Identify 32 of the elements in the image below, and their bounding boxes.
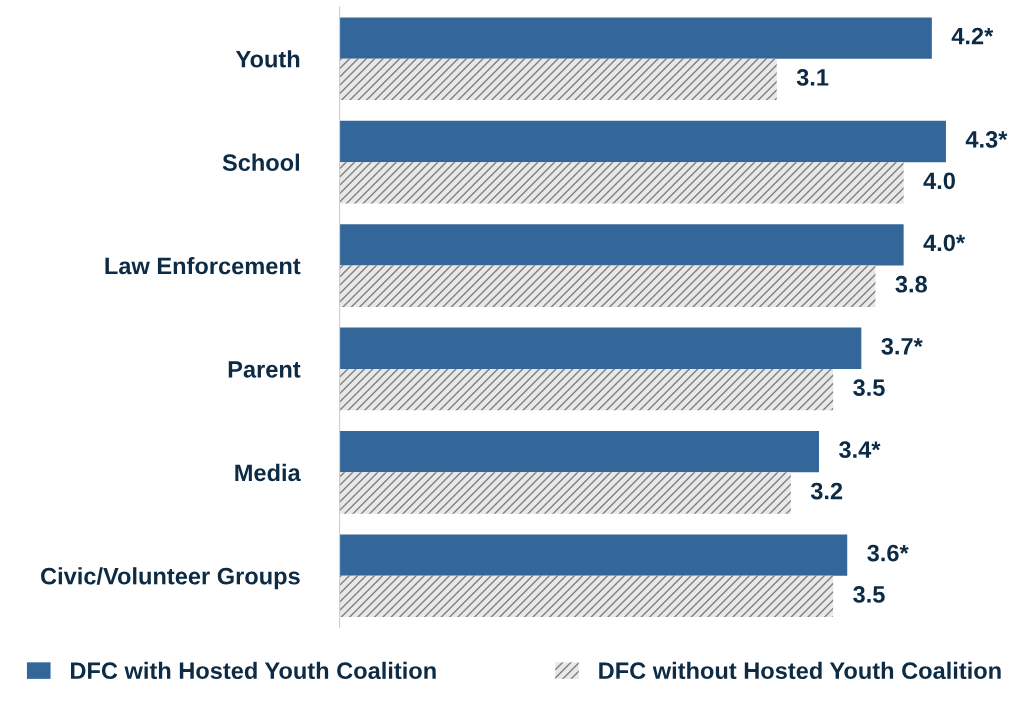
bar (339, 430, 820, 473)
data-label: 3.6* (867, 544, 909, 562)
legend-label: DFC without Hosted Youth Coalition (599, 661, 1001, 680)
bar (339, 368, 834, 411)
bar (339, 58, 777, 101)
data-label: 4.0* (923, 234, 966, 252)
bar (339, 120, 946, 163)
legend-label: DFC with Hosted Youth Coalition (71, 661, 436, 680)
bar (339, 575, 834, 618)
y-tick-label: Parent (228, 361, 301, 378)
bar (339, 472, 791, 514)
y-tick-label: Media (235, 463, 301, 482)
y-tick-label: Youth (235, 50, 300, 68)
y-tick-label: Law Enforcement (105, 256, 301, 275)
bar (339, 162, 904, 204)
bar (339, 17, 932, 59)
bar (339, 327, 862, 369)
data-label: 3.1 (796, 69, 829, 86)
data-label: 3.8 (895, 275, 927, 293)
data-label: 4.0 (923, 172, 955, 190)
y-tick-label: School (222, 153, 300, 171)
data-label: 3.2 (810, 482, 843, 500)
y-tick-label: Civic/Volunteer Groups (41, 567, 300, 590)
bar (339, 224, 904, 266)
bar (339, 534, 848, 576)
data-label: 4.2* (951, 27, 994, 45)
data-label: 3.5 (853, 586, 885, 603)
data-label: 3.7* (881, 337, 923, 355)
data-label: 3.5 (853, 379, 885, 396)
bar (339, 265, 876, 307)
data-label: 4.3* (965, 131, 1008, 148)
data-label: 3.4* (839, 441, 881, 459)
